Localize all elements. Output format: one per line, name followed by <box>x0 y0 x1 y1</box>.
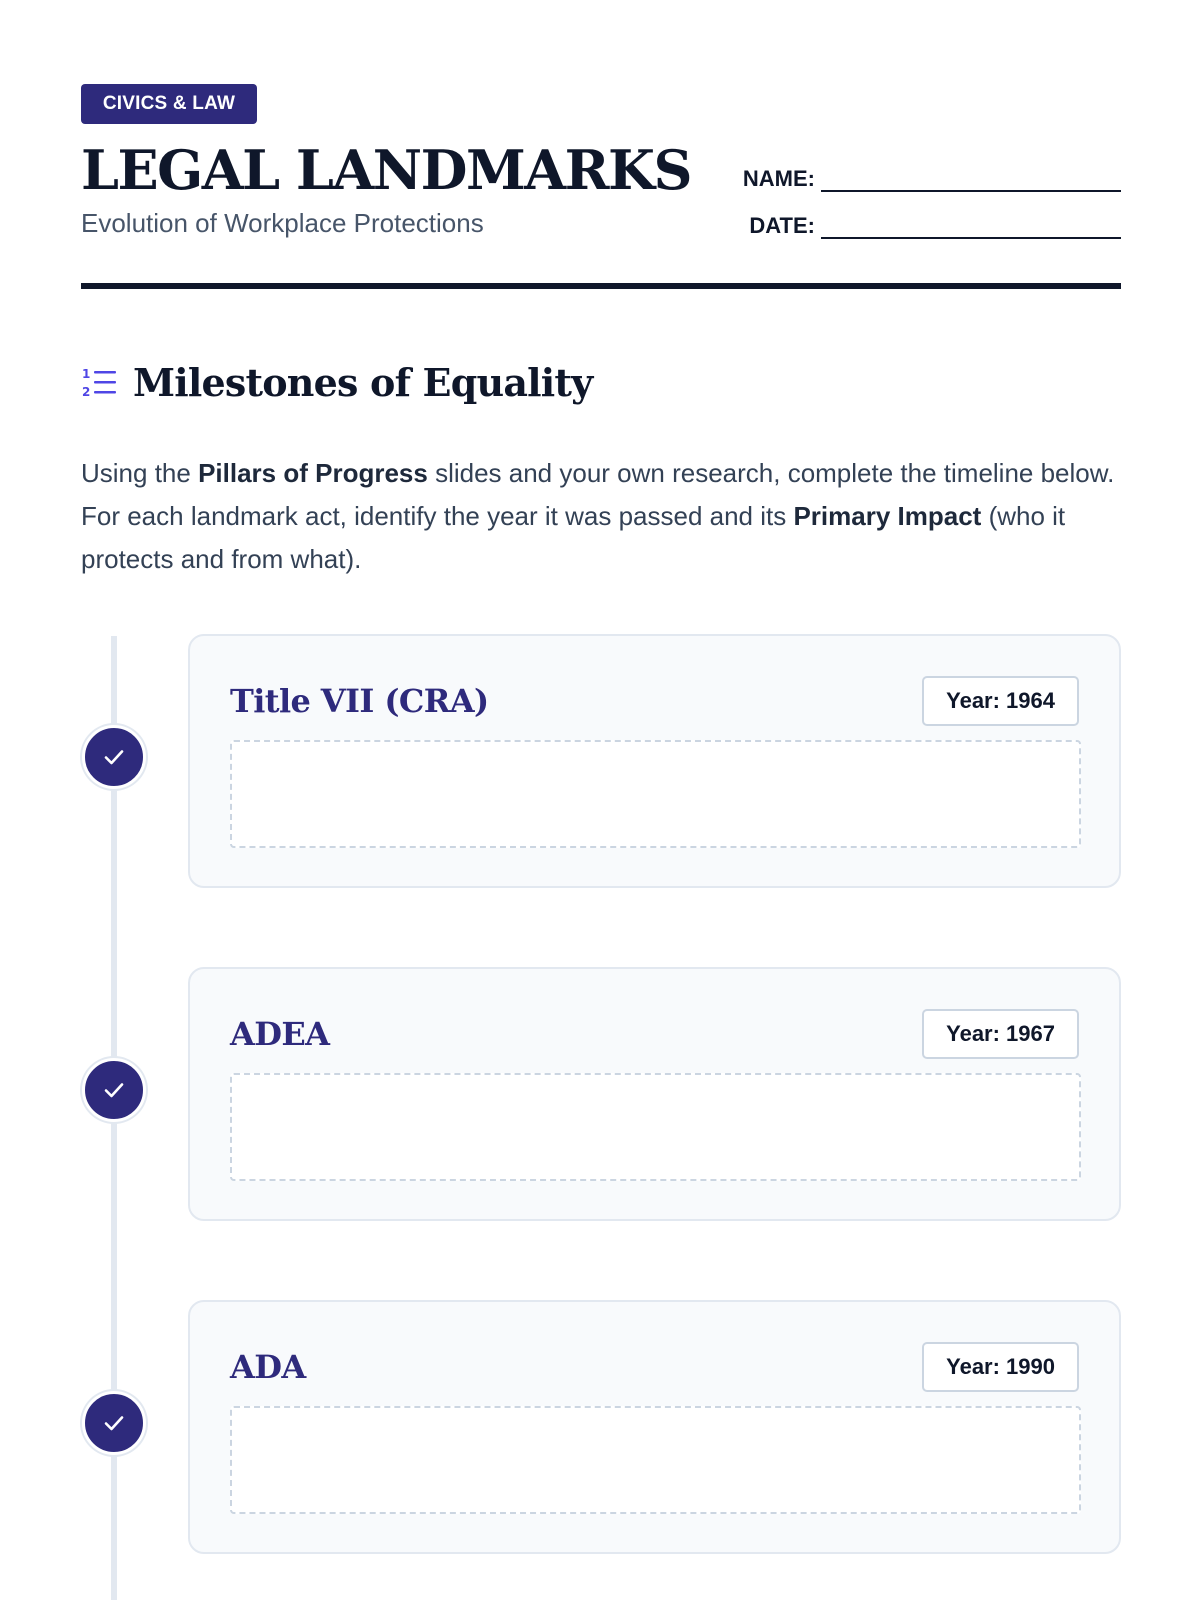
instructions-bold-1: Pillars of Progress <box>198 458 428 488</box>
instructions-part-3: (who it protects and from what). <box>81 501 1066 574</box>
act-title: ADEA <box>230 1015 330 1053</box>
worksheet-subtitle: Evolution of Workplace Protections <box>81 208 484 238</box>
check-icon <box>104 1416 124 1431</box>
section-heading: 1 2 Milestones of Equality <box>81 360 593 405</box>
subject-tag: CIVICS & LAW <box>81 84 257 124</box>
timeline-card: ADEA Year: 1967 <box>188 967 1121 1221</box>
instructions-part-2: slides and your own research, complete t… <box>81 458 1115 531</box>
worksheet-page: CIVICS & LAW LEGAL LANDMARKS Evolution o… <box>81 0 1121 1600</box>
instructions-text: Using the Pillars of Progress slides and… <box>81 452 1121 581</box>
date-field[interactable]: DATE: <box>749 213 1121 239</box>
instructions-bold-2: Primary Impact <box>793 501 982 531</box>
impact-answer-box[interactable] <box>230 740 1081 848</box>
name-field[interactable]: NAME: <box>743 166 1121 192</box>
timeline-marker <box>82 725 146 789</box>
timeline-marker <box>82 1058 146 1122</box>
name-line[interactable] <box>821 168 1121 192</box>
worksheet-title: LEGAL LANDMARKS <box>81 138 692 202</box>
instructions-part-1: Using the <box>81 458 199 488</box>
section-title: Milestones of Equality <box>133 360 593 405</box>
svg-text:1: 1 <box>82 367 90 381</box>
date-line[interactable] <box>821 215 1121 239</box>
timeline-card: Title VII (CRA) Year: 1964 <box>188 634 1121 888</box>
act-title: ADA <box>230 1348 306 1386</box>
year-badge: Year: 1964 <box>922 676 1079 726</box>
numbered-list-icon: 1 2 <box>82 367 116 399</box>
year-badge: Year: 1967 <box>922 1009 1079 1059</box>
impact-answer-box[interactable] <box>230 1073 1081 1181</box>
act-title: Title VII (CRA) <box>230 682 489 720</box>
timeline-item: ADEA Year: 1967 <box>81 967 1121 1221</box>
date-label: DATE: <box>749 213 815 238</box>
check-icon <box>104 750 124 765</box>
timeline-marker <box>82 1391 146 1455</box>
svg-text:2: 2 <box>82 385 90 399</box>
name-label: NAME: <box>742 166 815 191</box>
timeline-item: ADA Year: 1990 <box>81 1300 1121 1554</box>
timeline-item: Title VII (CRA) Year: 1964 <box>81 634 1121 888</box>
timeline-card: ADA Year: 1990 <box>188 1300 1121 1554</box>
header-divider <box>81 283 1121 289</box>
impact-answer-box[interactable] <box>230 1406 1081 1514</box>
year-badge: Year: 1990 <box>922 1342 1079 1392</box>
check-icon <box>104 1083 124 1098</box>
